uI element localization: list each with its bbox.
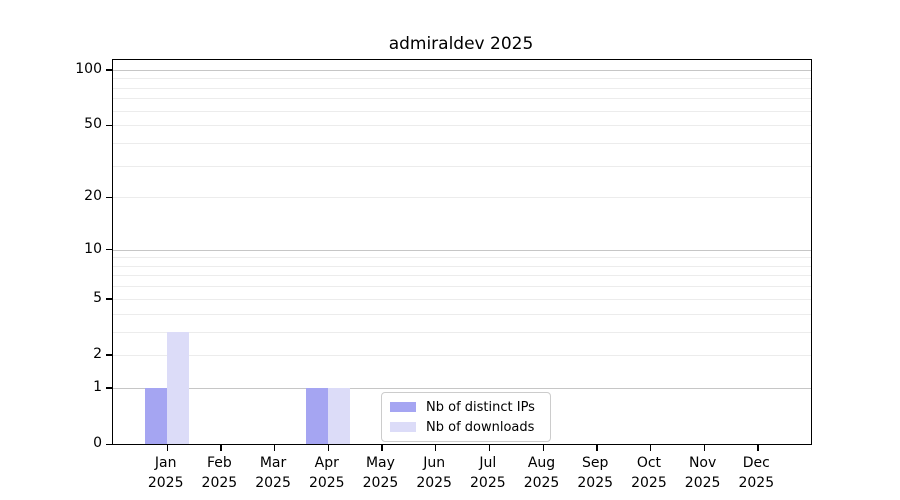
legend-item-downloads: Nb of downloads bbox=[390, 419, 542, 435]
gridline-minor-6 bbox=[113, 286, 811, 288]
legend-item-distinct-ips: Nb of distinct IPs bbox=[390, 399, 542, 415]
bar-jan-downloads bbox=[166, 331, 189, 444]
x-tick-label-jan: Jan 2025 bbox=[147, 455, 184, 491]
x-tick-mark-jan bbox=[166, 445, 168, 451]
bar-apr-downloads bbox=[327, 387, 350, 444]
gridline-minor-5 bbox=[113, 298, 811, 300]
gridline-minor-60 bbox=[113, 110, 811, 112]
x-tick-mark-mar bbox=[274, 445, 276, 451]
x-tick-mark-feb bbox=[220, 445, 222, 451]
gridline-minor-30 bbox=[113, 165, 811, 167]
gridline-minor-40 bbox=[113, 142, 811, 144]
gridline-minor-80 bbox=[113, 87, 811, 89]
x-tick-mark-apr bbox=[327, 445, 330, 451]
gridline-minor-20 bbox=[113, 197, 811, 199]
y-tick-mark-50 bbox=[106, 124, 112, 126]
x-tick-mark-jun bbox=[435, 445, 437, 451]
gridline-minor-9 bbox=[113, 257, 811, 259]
gridline-minor-70 bbox=[113, 98, 811, 100]
x-tick-mark-nov bbox=[703, 445, 705, 451]
x-tick-label-jul: Jul 2025 bbox=[470, 455, 506, 491]
y-tick-mark-2 bbox=[106, 354, 112, 356]
x-tick-mark-may bbox=[381, 445, 383, 451]
y-tick-mark-10 bbox=[106, 249, 112, 251]
x-tick-label-oct: Oct 2025 bbox=[631, 455, 667, 491]
x-tick-label-may: May 2025 bbox=[362, 455, 399, 491]
gridline-minor-7 bbox=[113, 275, 811, 277]
x-tick-label-mar: Mar 2025 bbox=[255, 455, 291, 491]
y-tick-label-0: 0 bbox=[93, 435, 102, 451]
x-tick-mark-jul bbox=[488, 445, 491, 451]
gridline-minor-4 bbox=[113, 313, 811, 315]
bar-apr-distinct-ips bbox=[305, 387, 328, 444]
y-tick-mark-1 bbox=[106, 387, 112, 389]
gridline-minor-50 bbox=[113, 125, 811, 127]
y-tick-label-20: 20 bbox=[84, 188, 102, 205]
x-tick-mark-oct bbox=[649, 445, 652, 451]
x-tick-label-jun: Jun 2025 bbox=[416, 455, 452, 491]
x-tick-label-nov: Nov 2025 bbox=[684, 455, 721, 491]
plot-area: Nb of distinct IPs Nb of downloads bbox=[106, 59, 812, 451]
legend-swatch-distinct-ips bbox=[390, 402, 416, 412]
bar-jan-distinct-ips bbox=[144, 387, 167, 444]
x-tick-label-apr: Apr 2025 bbox=[308, 455, 345, 491]
gridline-major-10 bbox=[113, 249, 811, 251]
gridline-minor-3 bbox=[113, 331, 811, 333]
y-tick-label-2: 2 bbox=[93, 345, 102, 362]
y-tick-label-50: 50 bbox=[84, 116, 102, 133]
gridline-minor-2 bbox=[113, 354, 811, 356]
x-tick-label-feb: Feb 2025 bbox=[201, 455, 238, 491]
y-tick-mark-20 bbox=[106, 196, 112, 198]
y-tick-mark-5 bbox=[106, 298, 112, 300]
y-tick-label-5: 5 bbox=[93, 289, 102, 306]
x-tick-mark-dec bbox=[757, 445, 759, 451]
x-tick-label-sep: Sep 2025 bbox=[577, 455, 614, 491]
gridline-minor-90 bbox=[113, 78, 811, 80]
gridline-minor-8 bbox=[113, 265, 811, 267]
x-tick-mark-aug bbox=[542, 445, 544, 451]
chart-title: admiraldev 2025 bbox=[388, 34, 534, 54]
y-tick-label-10: 10 bbox=[84, 240, 102, 257]
x-tick-mark-sep bbox=[596, 445, 598, 451]
legend-swatch-downloads bbox=[390, 422, 416, 432]
x-tick-label-aug: Aug 2025 bbox=[523, 455, 560, 491]
legend: Nb of distinct IPs Nb of downloads bbox=[381, 392, 551, 442]
y-tick-mark-0 bbox=[106, 443, 112, 445]
gridline-major-100 bbox=[113, 69, 811, 71]
gridline-major-1 bbox=[113, 387, 811, 389]
y-tick-label-100: 100 bbox=[75, 60, 102, 77]
y-tick-mark-100 bbox=[106, 69, 112, 71]
legend-label-distinct-ips: Nb of distinct IPs bbox=[426, 399, 535, 415]
x-tick-label-dec: Dec 2025 bbox=[738, 455, 775, 491]
y-tick-label-1: 1 bbox=[93, 378, 102, 395]
legend-label-downloads: Nb of downloads bbox=[426, 419, 535, 435]
